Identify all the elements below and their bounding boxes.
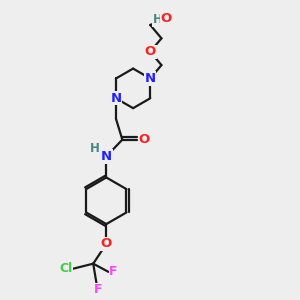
Text: N: N bbox=[101, 150, 112, 163]
Text: H: H bbox=[90, 142, 100, 155]
Text: F: F bbox=[110, 265, 118, 278]
Text: N: N bbox=[145, 72, 156, 85]
Text: O: O bbox=[138, 133, 149, 146]
Text: O: O bbox=[160, 12, 172, 25]
Text: H: H bbox=[153, 13, 162, 26]
Text: Cl: Cl bbox=[59, 262, 73, 275]
Text: N: N bbox=[110, 92, 122, 105]
Text: F: F bbox=[94, 284, 102, 296]
Text: O: O bbox=[101, 237, 112, 250]
Text: O: O bbox=[145, 45, 156, 58]
